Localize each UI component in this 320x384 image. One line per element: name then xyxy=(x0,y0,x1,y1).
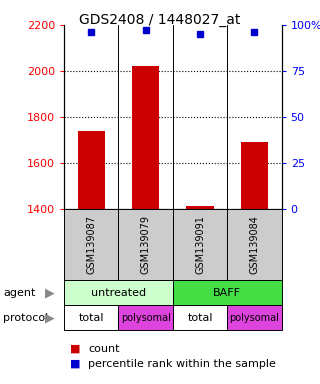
Text: BAFF: BAFF xyxy=(213,288,241,298)
Bar xyxy=(186,206,214,209)
Bar xyxy=(132,66,159,209)
Text: agent: agent xyxy=(3,288,36,298)
Text: total: total xyxy=(78,313,104,323)
Text: count: count xyxy=(88,344,119,354)
Text: protocol: protocol xyxy=(3,313,48,323)
Text: ▶: ▶ xyxy=(45,311,54,324)
Text: ▶: ▶ xyxy=(45,286,54,299)
Text: percentile rank within the sample: percentile rank within the sample xyxy=(88,359,276,369)
Text: polysomal: polysomal xyxy=(121,313,171,323)
Text: GSM139087: GSM139087 xyxy=(86,215,96,274)
Text: untreated: untreated xyxy=(91,288,146,298)
Text: total: total xyxy=(187,313,213,323)
Text: ■: ■ xyxy=(70,344,81,354)
Text: GSM139084: GSM139084 xyxy=(249,215,260,274)
Bar xyxy=(241,142,268,209)
Bar xyxy=(77,131,105,209)
Text: polysomal: polysomal xyxy=(229,313,279,323)
Text: GDS2408 / 1448027_at: GDS2408 / 1448027_at xyxy=(79,13,241,27)
Text: GSM139091: GSM139091 xyxy=(195,215,205,274)
Text: GSM139079: GSM139079 xyxy=(140,215,151,274)
Text: ■: ■ xyxy=(70,359,81,369)
